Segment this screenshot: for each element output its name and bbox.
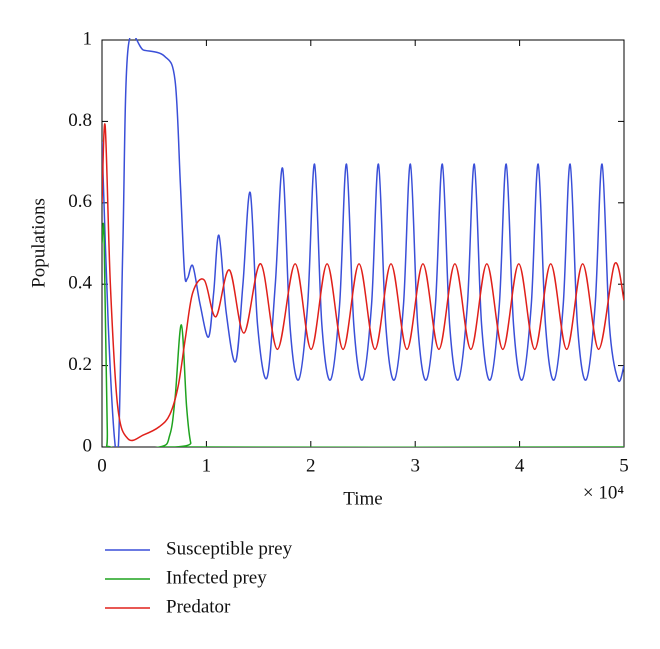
x-tick-label: 5 <box>619 455 629 476</box>
y-tick-label: 1 <box>83 28 93 49</box>
y-axis-label: Populations <box>28 198 49 288</box>
legend-label: Predator <box>166 596 231 617</box>
x-tick-label: 1 <box>202 455 212 476</box>
y-tick-label: 0 <box>83 435 93 456</box>
x-axis-label: Time <box>343 488 382 509</box>
x-tick-label: 4 <box>515 455 525 476</box>
x-tick-label: 0 <box>97 455 107 476</box>
x-tick-label: 3 <box>410 455 420 476</box>
x-multiplier: × 10⁴ <box>583 482 624 503</box>
y-tick-label: 0.6 <box>68 191 92 212</box>
series-line <box>102 123 624 442</box>
plot-frame <box>101 39 625 448</box>
legend-label: Infected prey <box>166 567 267 588</box>
x-tick-label: 2 <box>306 455 316 476</box>
series-line <box>102 222 624 447</box>
y-tick-label: 0.4 <box>68 273 92 294</box>
series-line <box>102 38 624 447</box>
y-tick-label: 0.8 <box>68 110 92 131</box>
y-tick-label: 0.2 <box>68 354 92 375</box>
legend-label: Susceptible prey <box>166 538 293 559</box>
